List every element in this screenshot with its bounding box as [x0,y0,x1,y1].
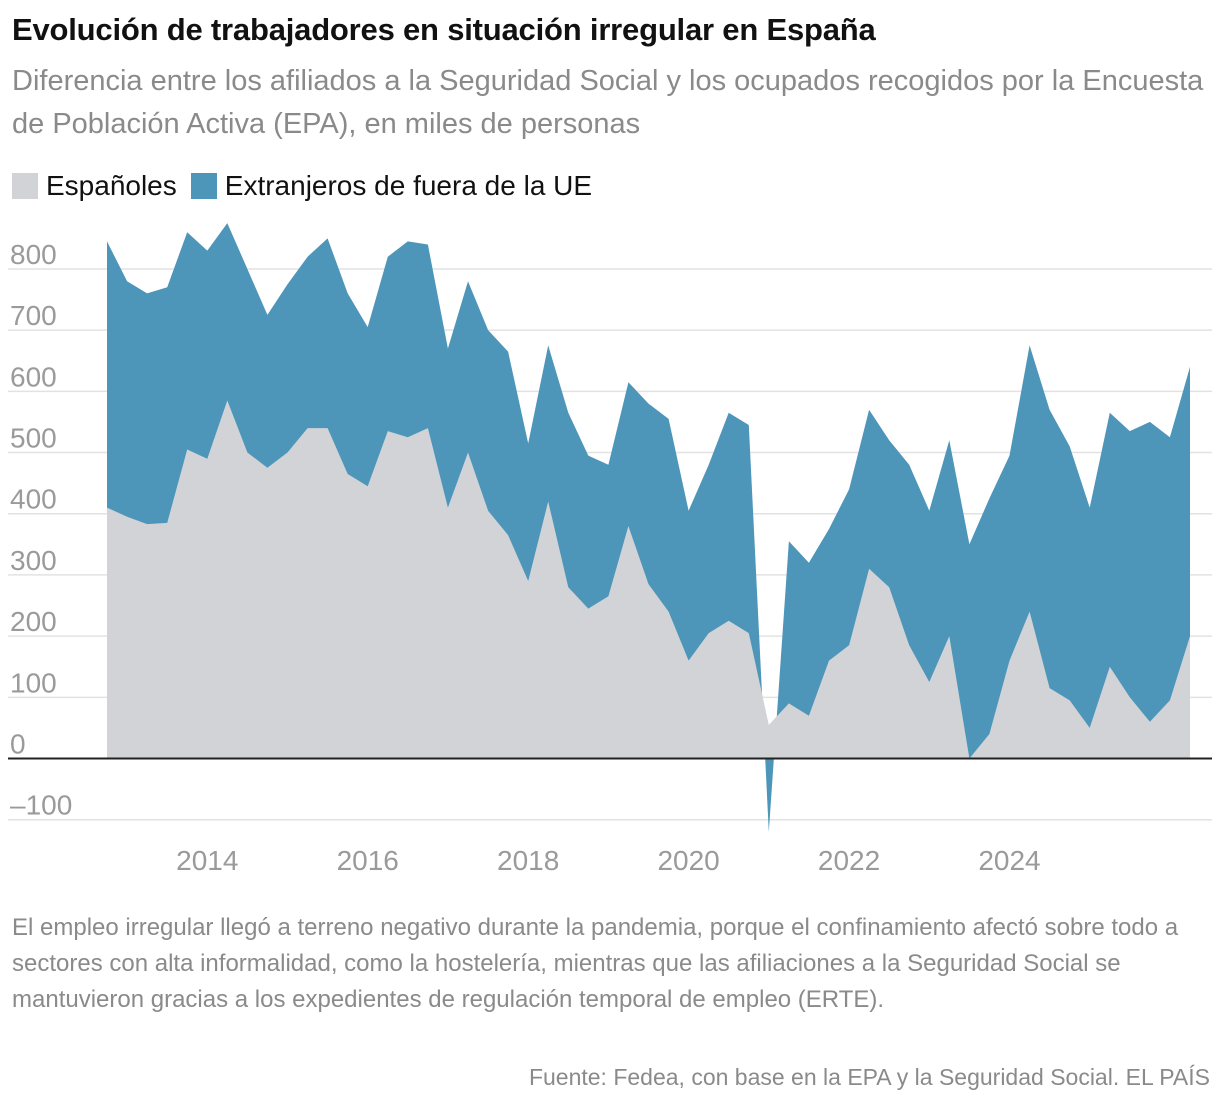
legend-item-espanoles: Españoles [12,170,177,202]
legend-label-espanoles: Españoles [46,170,177,201]
y-tick-label-400: 400 [10,484,57,515]
chart-title: Evolución de trabajadores en situación i… [12,12,876,47]
y-axis-labels: –100 0 100 200 300 400 500 600 700 800 [10,239,72,821]
chart-note: El empleo irregular llegó a terreno nega… [12,914,1179,1013]
y-tick-label-700: 700 [10,300,57,331]
chart-source: Fuente: Fedea, con base en la EPA y la S… [528,1064,1210,1090]
x-tick-label-2018: 2018 [497,845,559,876]
x-tick-label-2016: 2016 [337,845,399,876]
y-tick-label-800: 800 [10,239,57,270]
y-tick-label-100: 100 [10,667,57,698]
y-tick-label-600: 600 [10,361,57,392]
y-tick-label-500: 500 [10,423,57,454]
chart-subtitle: Diferencia entre los afiliados a la Segu… [12,65,1204,140]
x-tick-label-2022: 2022 [818,845,880,876]
y-tick-label-200: 200 [10,606,57,637]
x-tick-label-2014: 2014 [176,845,238,876]
y-tick-label-0: 0 [10,729,26,760]
areas [107,223,1190,832]
x-axis-labels: 2014 2016 2018 2020 2022 2024 [176,845,1041,876]
legend-swatch-extranjeros [190,173,217,199]
legend-label-extranjeros: Extranjeros de fuera de la UE [224,170,593,201]
y-tick-label--100: –100 [10,790,72,821]
legend-swatch-espanoles [12,173,38,199]
series-area-espanoles [107,400,1190,759]
x-tick-label-2024: 2024 [978,845,1040,876]
x-tick-label-2020: 2020 [657,845,719,876]
legend: Españoles Extranjeros de fuera de la UE [12,170,606,202]
y-tick-label-300: 300 [10,545,57,576]
legend-item-extranjeros: Extranjeros de fuera de la UE [190,170,593,202]
